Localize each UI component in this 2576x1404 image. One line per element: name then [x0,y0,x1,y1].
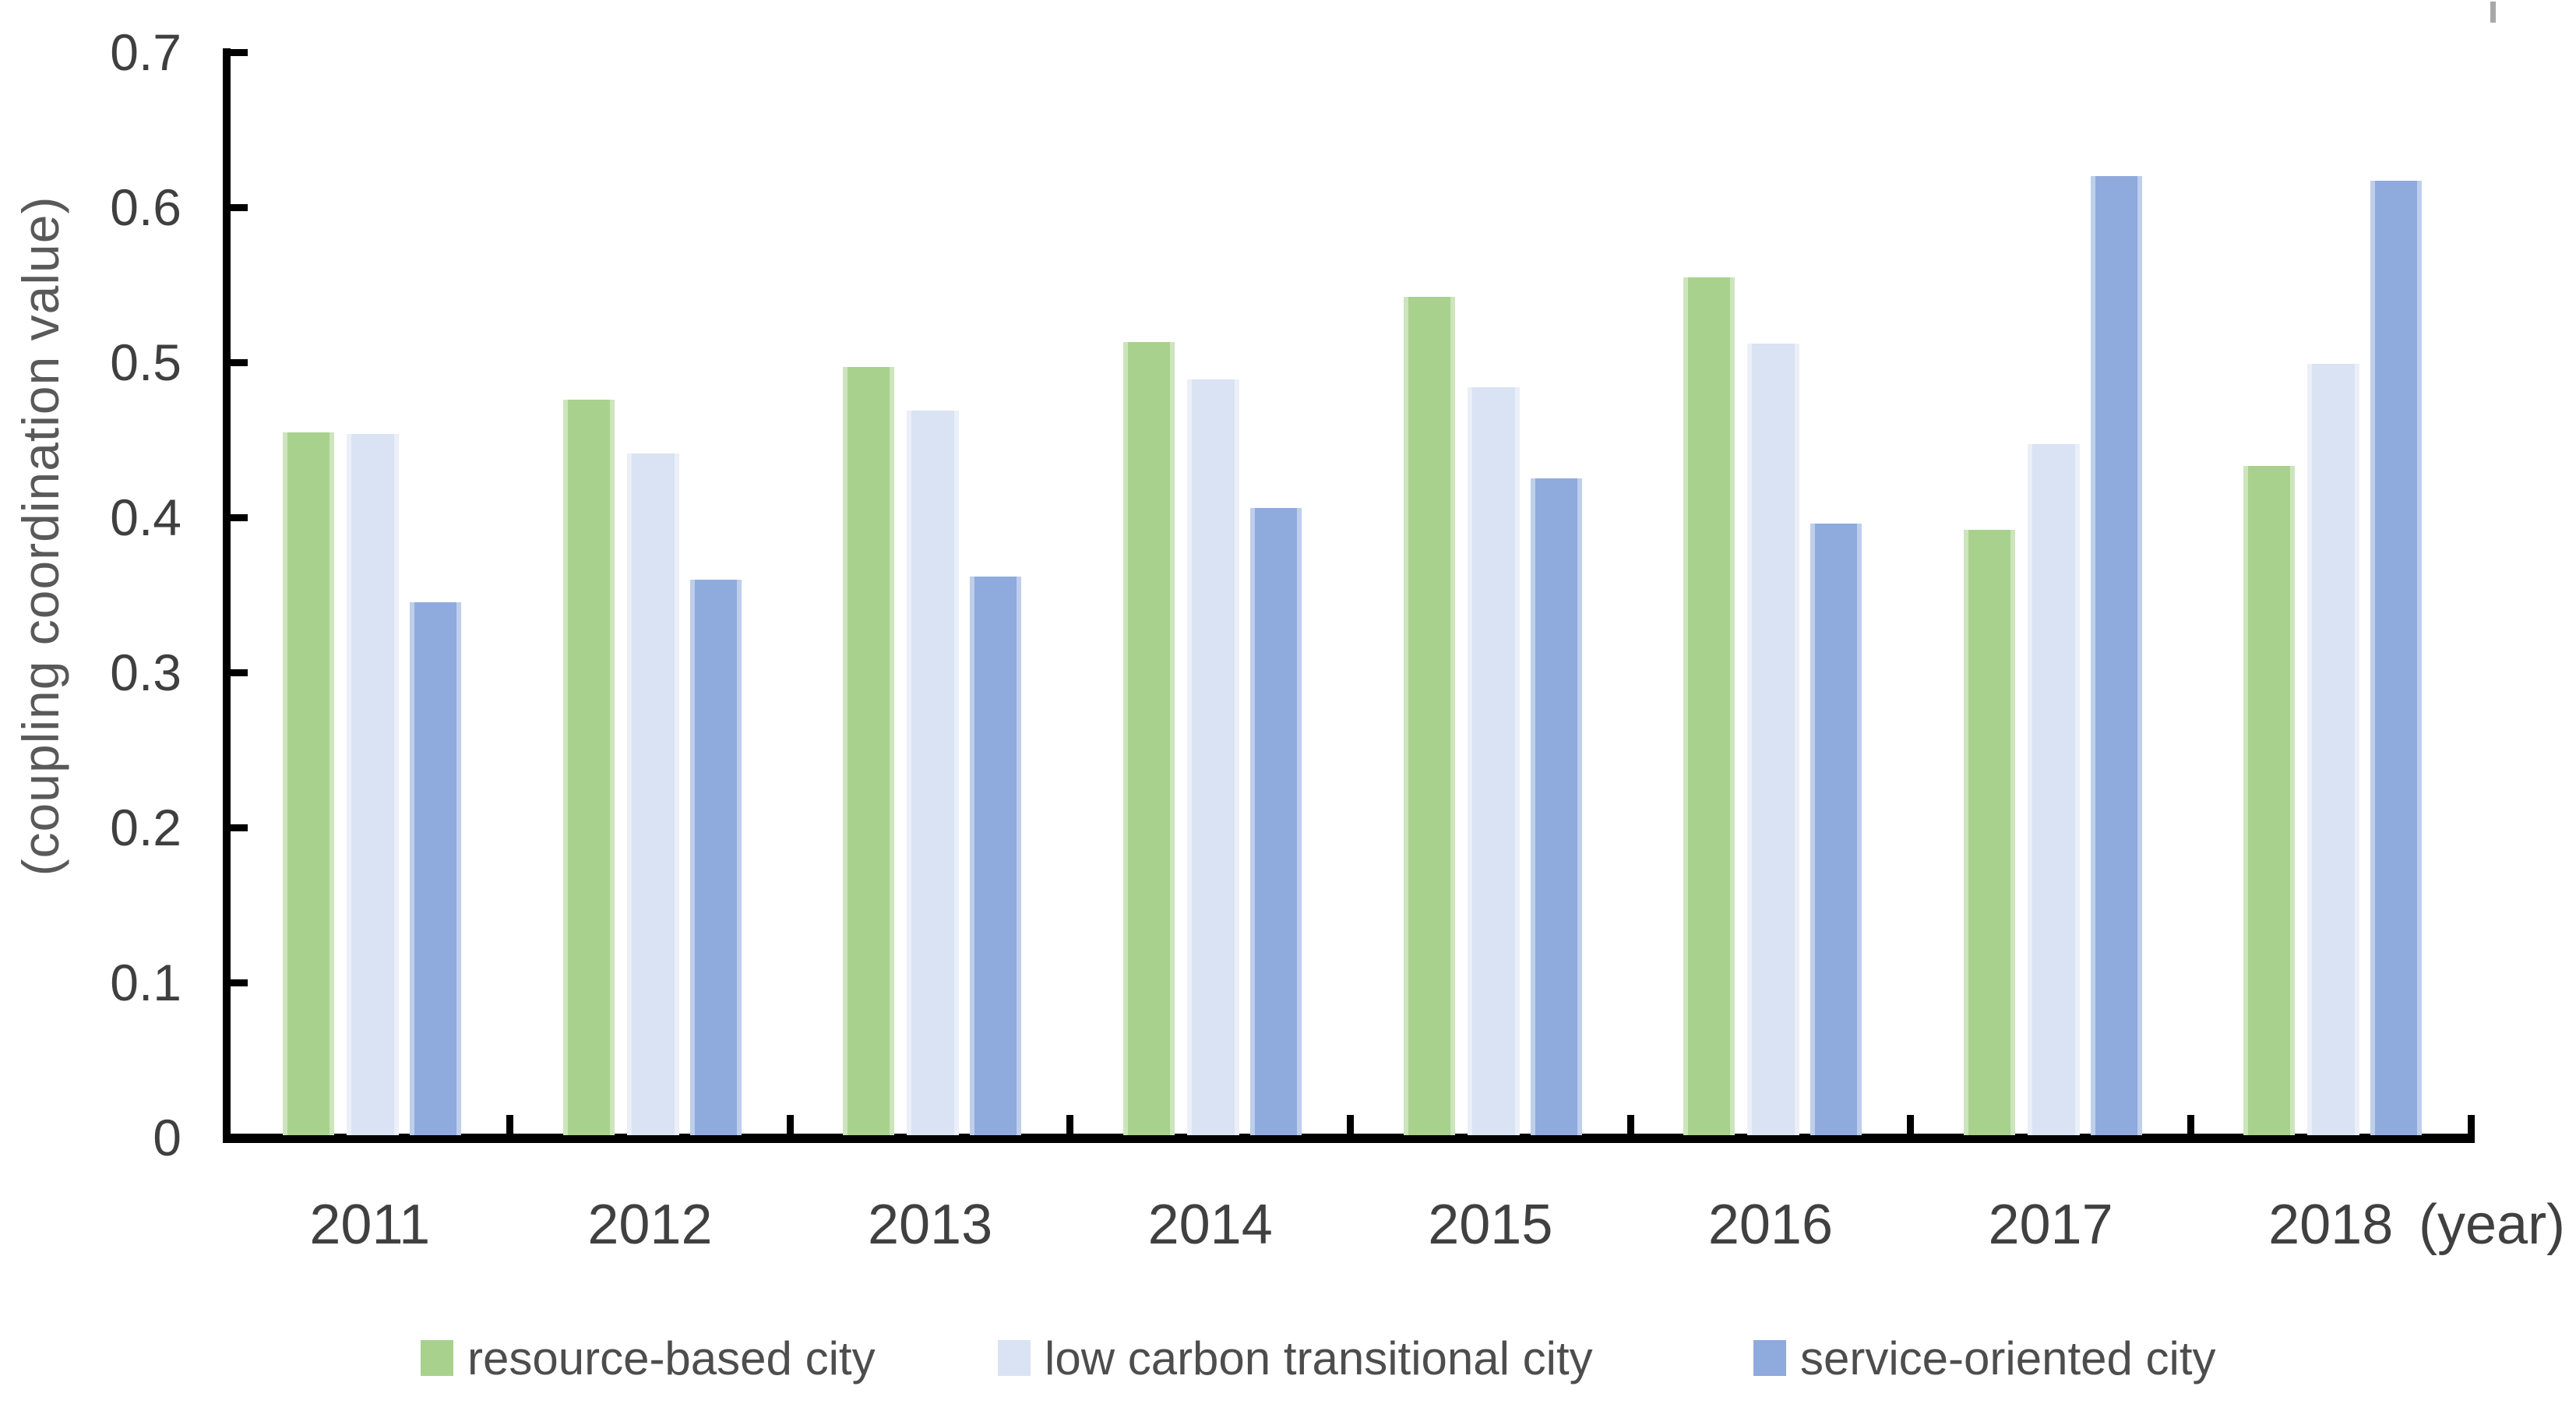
x-tick-mark [1907,1115,1915,1134]
x-tick-mark [1626,1115,1634,1134]
x-tick-label: 2018 [2268,1194,2394,1256]
y-tick-label: 0.1 [110,954,181,1011]
bar-2017-service-oriented [2090,176,2142,1135]
y-tick-mark [224,48,248,56]
legend-item-low: low carbon transitional city [998,1332,1593,1385]
bar-2011-resource-based [283,432,334,1135]
y-tick-mark [224,513,248,521]
bar-2011-low [347,433,399,1135]
legend-swatch [421,1340,453,1376]
bar-2012-resource-based [562,399,615,1135]
x-tick-label: 2016 [1707,1194,1834,1256]
bar-2015-service-oriented [1530,478,1582,1135]
x-tick-mark [1347,1115,1354,1134]
bar-2016-service-oriented [1810,523,1862,1135]
x-tick-mark [2187,1115,2194,1134]
bar-2015-resource-based [1403,297,1455,1135]
legend-label: service-oriented city [1800,1332,2216,1385]
bar-2012-service-oriented [689,579,742,1135]
x-tick-label: 2015 [1428,1194,1553,1256]
y-tick-label: 0.2 [110,799,181,856]
bar-2011-service-oriented [410,602,461,1135]
bar-2018-service-oriented [2370,181,2423,1135]
bar-2013-service-oriented [970,576,1022,1135]
legend-item-service-oriented: service-oriented city [1753,1332,2216,1385]
y-tick-mark [224,824,248,831]
bar-2013-resource-based [843,366,895,1135]
legend-label: resource-based city [467,1332,876,1385]
bar-2014-service-oriented [1249,508,1302,1135]
bar-2018-resource-based [2243,466,2296,1135]
x-tick-label: 2014 [1147,1194,1273,1256]
y-tick-label: 0.7 [110,23,181,81]
bar-2018-low [2307,363,2360,1135]
bar-2016-low [1747,344,1800,1135]
x-axis-line [223,1134,2475,1143]
x-tick-mark [2467,1115,2475,1134]
bar-2017-resource-based [1963,529,2015,1135]
y-tick-label: 0.5 [110,333,181,391]
x-tick-label: 2011 [309,1194,431,1256]
legend-label: low carbon transitional city [1045,1332,1593,1385]
bar-2014-resource-based [1122,342,1175,1135]
y-tick-mark [224,203,248,211]
bar-2012-low [626,453,679,1135]
artifact-mark [2490,2,2496,23]
x-tick-label: 2013 [867,1194,993,1256]
y-axis-line [223,48,231,1143]
bar-2016-resource-based [1683,277,1736,1135]
y-tick-label: 0.3 [110,644,181,701]
legend-swatch [998,1340,1031,1376]
x-tick-mark [786,1115,794,1134]
x-tick-label: 2012 [587,1194,713,1256]
y-tick-mark [224,668,248,676]
x-axis-unit-label: (year) [2419,1194,2566,1256]
y-tick-mark [224,979,248,986]
y-tick-mark [224,358,248,366]
y-tick-label: 0.4 [110,489,181,546]
y-tick-label: 0.6 [110,178,181,236]
legend-swatch [1753,1340,1786,1376]
legend-item-resource-based: resource-based city [421,1332,876,1385]
x-tick-label: 2017 [1988,1194,2113,1256]
bar-2014-low [1186,379,1239,1135]
x-tick-mark [506,1115,514,1134]
y-tick-label: 0 [153,1109,181,1166]
bar-2013-low [907,410,960,1135]
x-tick-mark [1066,1115,1074,1134]
bar-2017-low [2027,444,2080,1135]
bar-2015-low [1467,386,1520,1135]
